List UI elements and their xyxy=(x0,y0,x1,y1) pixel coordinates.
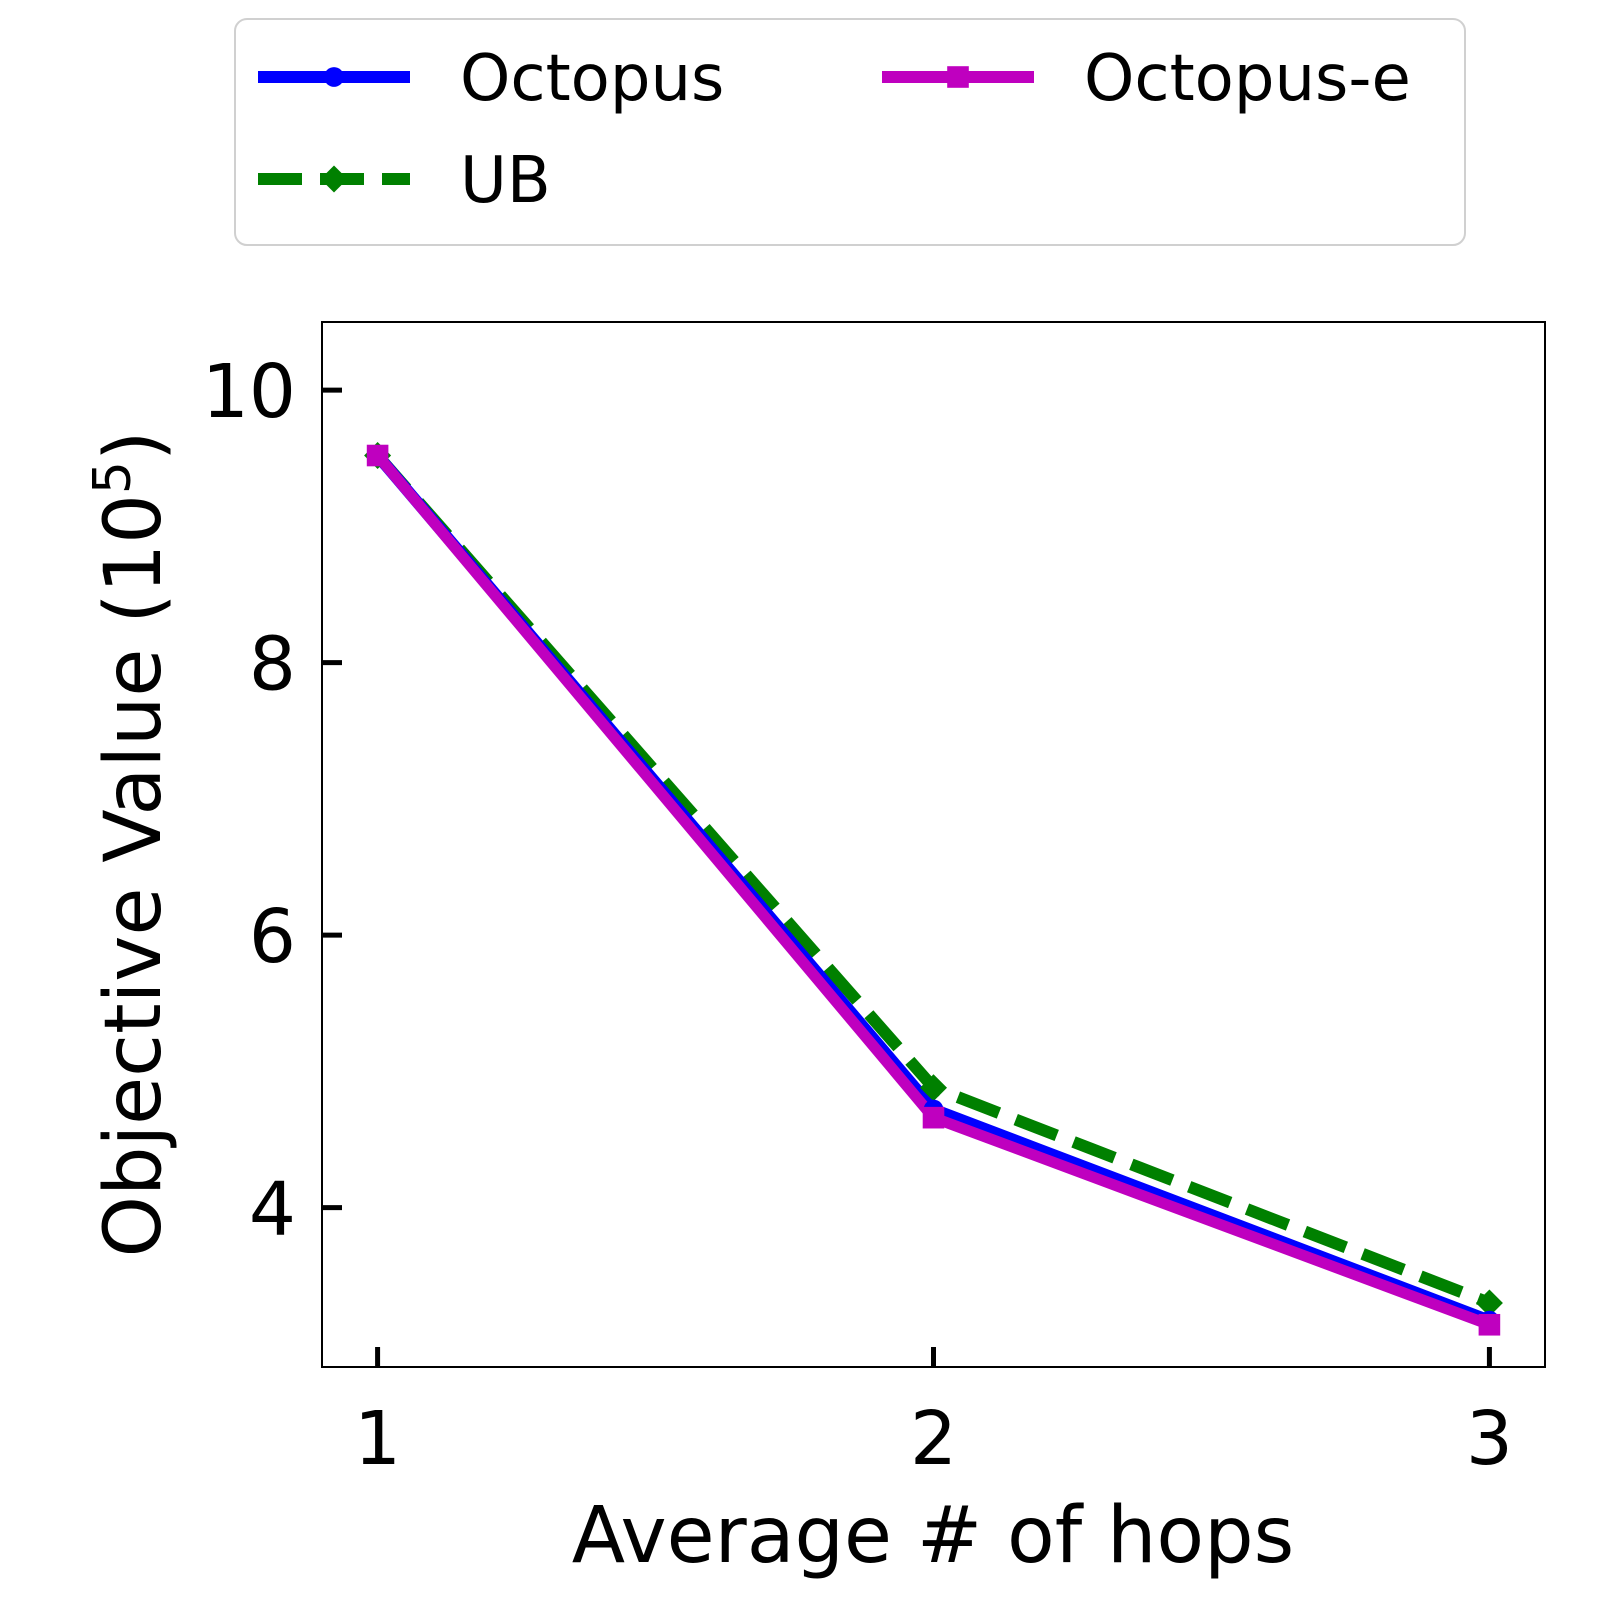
y-tick-label: 6 xyxy=(249,894,296,980)
y-tick-label: 10 xyxy=(202,349,296,435)
series-line-octopus xyxy=(373,451,1492,1327)
legend-marker-octopus-e xyxy=(947,66,969,88)
legend-label-octopus: Octopus xyxy=(460,42,724,116)
legend-marker-ub xyxy=(320,165,348,193)
y-tick-label: 8 xyxy=(249,622,296,708)
series-line-octopus-e xyxy=(373,451,1492,1330)
legend-label-octopus-e: Octopus-e xyxy=(1084,42,1411,116)
y-axis-label: Objective Value (105) xyxy=(83,431,179,1258)
y-axis-label-exponent: 5 xyxy=(83,461,143,494)
y-axis-label-suffix: ) xyxy=(89,431,179,461)
x-tick-label: 2 xyxy=(910,1396,957,1482)
series-line-ub xyxy=(373,451,1492,1309)
y-tick-label: 4 xyxy=(249,1167,296,1253)
data-point-ub xyxy=(1475,1289,1503,1317)
data-point-octopus-e xyxy=(1478,1313,1501,1336)
legend-marker-octopus xyxy=(324,67,344,87)
data-point-octopus-e xyxy=(366,444,389,467)
y-axis-label-main: Objective Value (10 xyxy=(89,494,179,1257)
legend-label-ub: UB xyxy=(460,144,551,218)
legend: Octopus Octopus-e UB xyxy=(234,18,1466,246)
plot-area: 1 2 3 4 6 8 10 xyxy=(202,321,1546,1482)
data-point-octopus-e xyxy=(922,1106,945,1129)
data-point-ub xyxy=(920,1074,947,1102)
x-tick-label: 3 xyxy=(1466,1396,1513,1482)
plot-frame xyxy=(321,321,1546,1368)
legend-frame xyxy=(234,18,1466,246)
x-axis-label: Average # of hops xyxy=(572,1491,1295,1581)
x-tick-label: 1 xyxy=(354,1396,401,1482)
